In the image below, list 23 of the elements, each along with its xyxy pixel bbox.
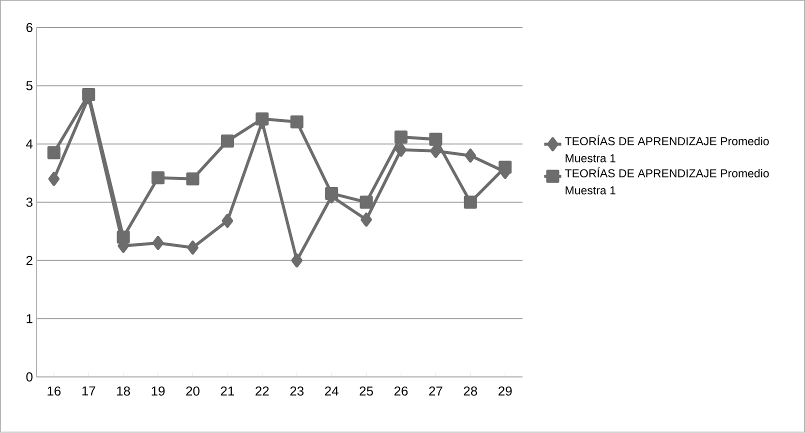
- y-tick-label: 5: [26, 81, 32, 91]
- x-tick-label: 16: [48, 386, 61, 396]
- y-tick-label: 2: [26, 256, 32, 266]
- x-tick-label: 25: [360, 386, 373, 396]
- x-tick-label: 26: [394, 386, 408, 396]
- x-tick-label: 24: [325, 386, 338, 396]
- legend-label: TEORÍAS DE APRENDIZAJE Promedio Muestra 1: [565, 168, 769, 195]
- y-tick-label: 0: [26, 372, 33, 382]
- x-tick-label: 19: [152, 386, 165, 396]
- y-tick-label: 1: [26, 314, 32, 324]
- x-tick-label: 17: [82, 386, 96, 396]
- y-tick-label: 6: [26, 23, 32, 32]
- x-tick-label: 29: [498, 386, 512, 396]
- y-tick-label: 3: [26, 198, 32, 208]
- x-tick-label: 27: [429, 386, 442, 396]
- x-tick-label: 23: [290, 386, 304, 396]
- x-tick-label: 20: [186, 386, 200, 396]
- x-tick-label: 28: [464, 386, 478, 396]
- x-tick-label: 18: [117, 386, 130, 396]
- y-tick-label: 4: [26, 140, 33, 149]
- legend-label: TEORÍAS DE APRENDIZAJE Promedio Muestra 1: [565, 135, 769, 163]
- x-tick-label: 21: [220, 386, 234, 396]
- x-tick-label: 22: [256, 386, 269, 396]
